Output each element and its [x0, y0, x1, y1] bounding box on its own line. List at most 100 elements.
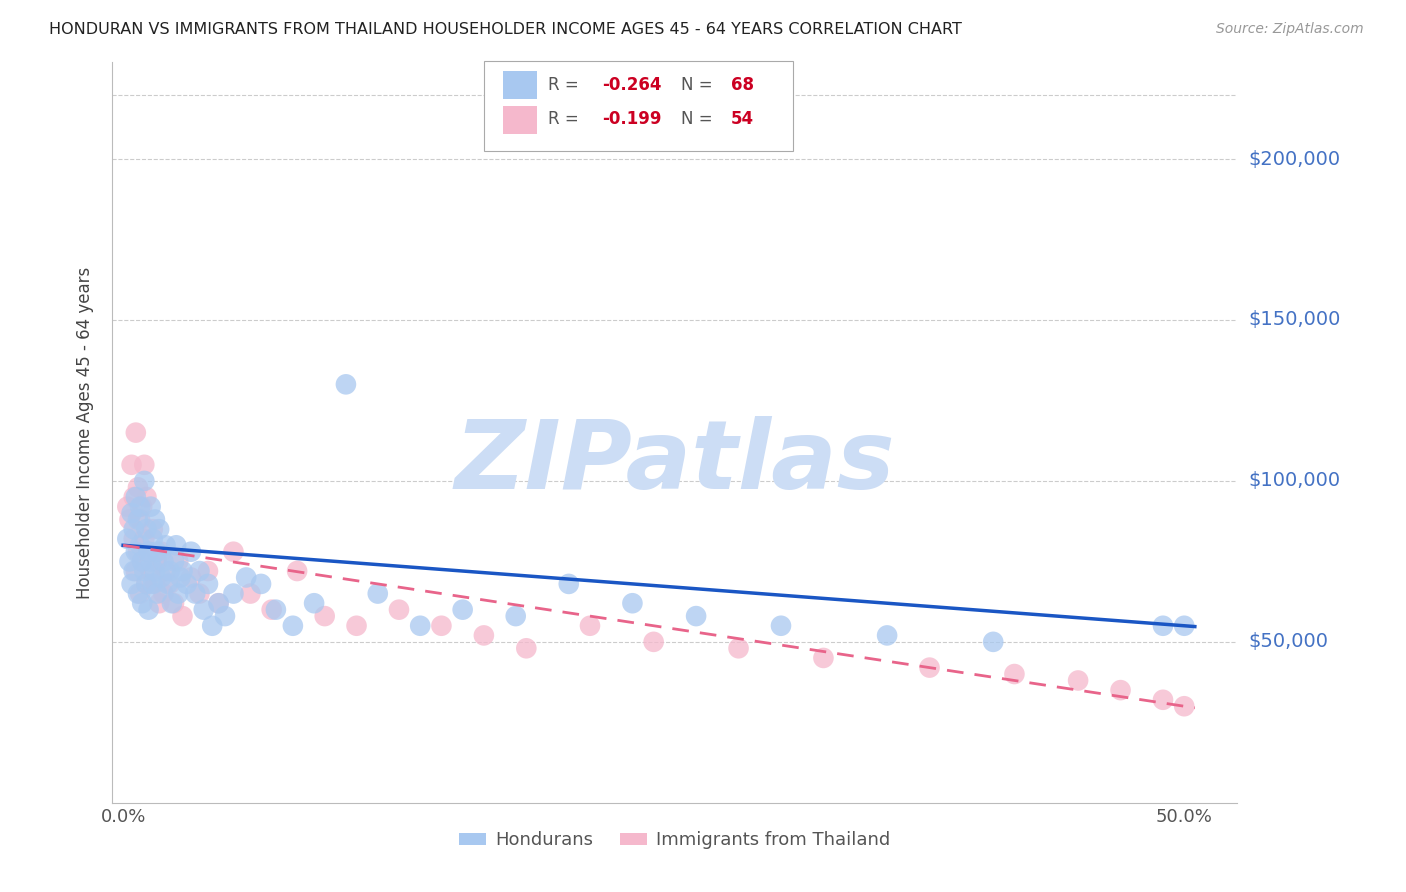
- Point: [160, 596, 183, 610]
- Point: [1173, 619, 1195, 633]
- Point: [302, 596, 325, 610]
- Point: [167, 554, 190, 568]
- Point: [118, 554, 141, 568]
- Point: [146, 554, 169, 568]
- Point: [146, 586, 169, 600]
- Point: [167, 586, 190, 600]
- FancyBboxPatch shape: [503, 71, 537, 99]
- FancyBboxPatch shape: [484, 61, 793, 152]
- Point: [1067, 673, 1090, 688]
- Point: [150, 545, 173, 559]
- Text: ZIPatlas: ZIPatlas: [454, 416, 896, 508]
- Text: $200,000: $200,000: [1249, 150, 1340, 169]
- Point: [131, 554, 153, 568]
- Point: [125, 425, 148, 440]
- Point: [122, 564, 145, 578]
- Point: [346, 619, 368, 633]
- Text: 68: 68: [731, 76, 754, 94]
- Point: [1004, 667, 1026, 681]
- Point: [188, 564, 211, 578]
- Point: [152, 554, 174, 568]
- Point: [150, 570, 173, 584]
- Legend: Hondurans, Immigrants from Thailand: Hondurans, Immigrants from Thailand: [451, 824, 898, 856]
- Point: [143, 512, 166, 526]
- Point: [127, 480, 149, 494]
- Point: [207, 596, 229, 610]
- Point: [643, 635, 665, 649]
- Point: [335, 377, 357, 392]
- Point: [172, 609, 194, 624]
- Point: [121, 577, 143, 591]
- Point: [176, 577, 198, 591]
- Point: [197, 564, 219, 578]
- Point: [138, 602, 160, 616]
- Point: [121, 458, 143, 472]
- Point: [558, 577, 581, 591]
- Point: [172, 564, 194, 578]
- Point: [139, 500, 162, 514]
- Point: [579, 619, 602, 633]
- Point: [1173, 699, 1195, 714]
- Point: [207, 596, 229, 610]
- Point: [155, 564, 177, 578]
- Point: [143, 564, 166, 578]
- Point: [727, 641, 749, 656]
- Point: [621, 596, 644, 610]
- Point: [117, 532, 139, 546]
- Point: [122, 532, 145, 546]
- Point: [159, 564, 181, 578]
- Point: [239, 586, 262, 600]
- Point: [409, 619, 432, 633]
- Point: [127, 545, 149, 559]
- Point: [135, 522, 157, 536]
- Point: [250, 577, 273, 591]
- Point: [388, 602, 411, 616]
- Point: [127, 586, 149, 600]
- Point: [430, 619, 453, 633]
- Text: 54: 54: [731, 111, 754, 128]
- Point: [138, 545, 160, 559]
- Point: [1152, 619, 1174, 633]
- Point: [281, 619, 304, 633]
- Point: [152, 586, 174, 600]
- Text: $100,000: $100,000: [1249, 471, 1340, 491]
- Point: [188, 586, 211, 600]
- Point: [146, 545, 169, 559]
- Point: [155, 538, 177, 552]
- Point: [131, 500, 153, 514]
- Point: [142, 577, 165, 591]
- Point: [122, 522, 145, 536]
- Point: [125, 545, 148, 559]
- Point: [139, 564, 162, 578]
- Text: R =: R =: [548, 111, 583, 128]
- Point: [1152, 693, 1174, 707]
- Point: [165, 538, 187, 552]
- Point: [134, 532, 156, 546]
- Point: [129, 586, 152, 600]
- Text: -0.264: -0.264: [602, 76, 661, 94]
- Point: [117, 500, 139, 514]
- Point: [134, 458, 156, 472]
- Point: [451, 602, 474, 616]
- Point: [769, 619, 792, 633]
- Point: [125, 564, 148, 578]
- Point: [135, 577, 157, 591]
- Text: $150,000: $150,000: [1249, 310, 1341, 329]
- Point: [163, 596, 186, 610]
- Point: [472, 628, 495, 642]
- Point: [122, 490, 145, 504]
- Text: R =: R =: [548, 76, 583, 94]
- Point: [156, 577, 179, 591]
- Point: [235, 570, 257, 584]
- Y-axis label: Householder Income Ages 45 - 64 years: Householder Income Ages 45 - 64 years: [76, 267, 94, 599]
- Text: Source: ZipAtlas.com: Source: ZipAtlas.com: [1216, 22, 1364, 37]
- Point: [876, 628, 898, 642]
- Point: [143, 577, 166, 591]
- Point: [142, 522, 165, 536]
- Point: [515, 641, 537, 656]
- Point: [685, 609, 707, 624]
- Point: [131, 554, 153, 568]
- Point: [1109, 683, 1132, 698]
- Point: [134, 564, 156, 578]
- Point: [129, 512, 152, 526]
